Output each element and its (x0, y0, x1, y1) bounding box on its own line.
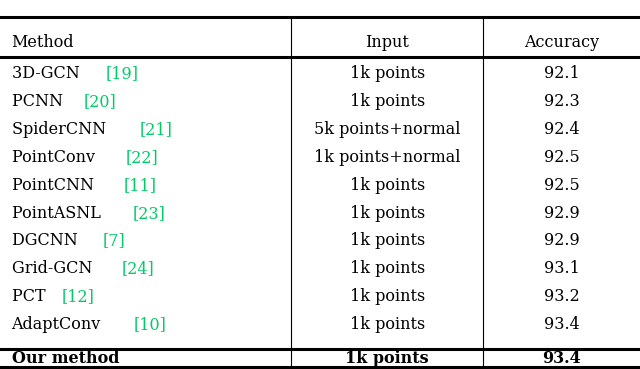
Text: [12]: [12] (61, 288, 94, 305)
Text: PCT: PCT (12, 288, 51, 305)
Text: 1k points: 1k points (349, 204, 425, 222)
Text: [7]: [7] (103, 232, 125, 249)
Text: 92.9: 92.9 (544, 204, 579, 222)
Text: 92.9: 92.9 (544, 232, 579, 249)
Text: SpiderCNN: SpiderCNN (12, 121, 111, 138)
Text: 93.1: 93.1 (543, 260, 580, 277)
Text: Accuracy: Accuracy (524, 34, 599, 51)
Text: 93.4: 93.4 (544, 316, 579, 333)
Text: Our method: Our method (12, 350, 119, 367)
Text: DGCNN: DGCNN (12, 232, 83, 249)
Text: [21]: [21] (140, 121, 172, 138)
Text: 92.4: 92.4 (544, 121, 579, 138)
Text: AdaptConv: AdaptConv (12, 316, 106, 333)
Text: 1k points: 1k points (349, 65, 425, 82)
Text: 92.1: 92.1 (544, 65, 579, 82)
Text: PointCNN: PointCNN (12, 177, 99, 194)
Text: 1k points: 1k points (349, 177, 425, 194)
Text: 1k points: 1k points (349, 93, 425, 110)
Text: 1k points: 1k points (349, 232, 425, 249)
Text: 92.5: 92.5 (544, 177, 579, 194)
Text: Grid-GCN: Grid-GCN (12, 260, 97, 277)
Text: [11]: [11] (124, 177, 157, 194)
Text: 1k points: 1k points (346, 350, 429, 367)
Text: 1k points: 1k points (349, 288, 425, 305)
Text: 3D-GCN: 3D-GCN (12, 65, 84, 82)
Text: 92.3: 92.3 (544, 93, 579, 110)
Text: Input: Input (365, 34, 409, 51)
Text: [10]: [10] (133, 316, 166, 333)
Text: [22]: [22] (125, 149, 158, 166)
Text: 1k points: 1k points (349, 316, 425, 333)
Text: 92.5: 92.5 (544, 149, 579, 166)
Text: PointASNL: PointASNL (12, 204, 106, 222)
Text: 1k points+normal: 1k points+normal (314, 149, 460, 166)
Text: 93.4: 93.4 (542, 350, 581, 367)
Text: [23]: [23] (133, 204, 166, 222)
Text: 5k points+normal: 5k points+normal (314, 121, 460, 138)
Text: [20]: [20] (84, 93, 116, 110)
Text: [24]: [24] (122, 260, 155, 277)
Text: 93.2: 93.2 (544, 288, 579, 305)
Text: [19]: [19] (106, 65, 138, 82)
Text: 1k points: 1k points (349, 260, 425, 277)
Text: PointConv: PointConv (12, 149, 100, 166)
Text: Method: Method (12, 34, 74, 51)
Text: PCNN: PCNN (12, 93, 68, 110)
